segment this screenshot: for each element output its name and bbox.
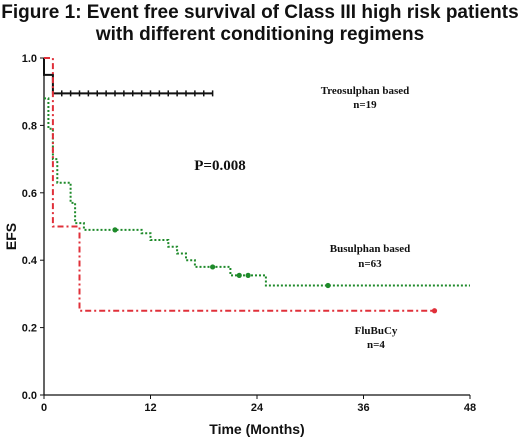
y-tick-label-3: 0.6 (22, 188, 37, 200)
series-1-censor-0 (112, 227, 118, 233)
chart-title-line-2: with different conditioning regimens (95, 24, 425, 45)
x-tick-label-0: 0 (41, 402, 47, 414)
y-tick-label-4: 0.8 (22, 120, 37, 132)
y-tick-label-2: 0.4 (22, 255, 38, 267)
series-n-label-0: n=19 (353, 99, 377, 111)
annotations: Treosulphan based n=19 Busulphan based n=63… (194, 85, 410, 351)
series-1-censor-4 (325, 282, 331, 289)
series-1-censor-3 (245, 272, 251, 278)
series-label-1: Busulphan based (330, 243, 410, 255)
x-tick-label-2: 24 (251, 402, 264, 414)
chart-title: Figure 1: Event free survival of Class I… (0, 2, 520, 46)
y-axis-title: EFS (3, 223, 19, 250)
series-n-label-2: n=4 (367, 339, 385, 351)
x-tick-label-3: 36 (357, 402, 369, 414)
y-tick-label-0: 0.0 (22, 390, 37, 402)
x-tick-label-1: 12 (144, 402, 156, 414)
axes: Time (Months) EFS (3, 58, 470, 437)
series-n-label-1: n=63 (358, 258, 382, 270)
series-line-1 (44, 97, 470, 287)
p-value: P=0.008 (194, 158, 245, 174)
series-1-censor-1 (210, 264, 216, 270)
series-2-censor-0 (431, 308, 438, 314)
x-axis-title: Time (Months) (209, 421, 304, 437)
series-line-0 (43, 58, 213, 95)
chart-title-line-1: Figure 1: Event free survival of Class I… (1, 2, 519, 23)
series-1-censor-2 (236, 272, 242, 278)
y-tick-label-1: 0.2 (22, 323, 37, 335)
series-label-2: FluBuCy (355, 325, 398, 337)
tick-marks: 0.0 0.2 0.4 0.6 0.8 1.0 0 12 24 36 48 (22, 53, 476, 414)
series-lines (43, 57, 470, 314)
x-tick-label-4: 48 (464, 402, 476, 414)
y-tick-label-5: 1.0 (22, 53, 37, 65)
series-label-0: Treosulphan based (321, 85, 410, 97)
